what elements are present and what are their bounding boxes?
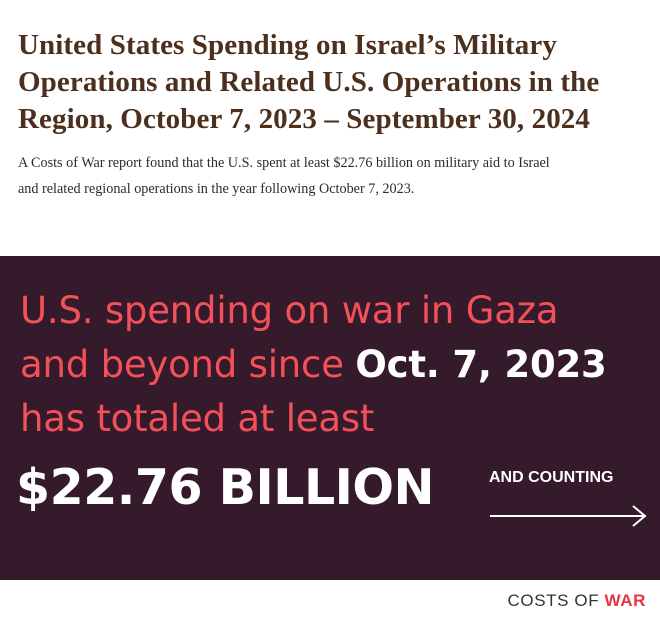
spending-amount: $22.76 BILLION [16,459,435,516]
headline-line-3: has totaled at least [20,397,375,440]
article-description: A Costs of War report found that the U.S… [18,150,648,202]
description-line-2: and related regional operations in the y… [18,181,415,197]
headline-line-2-start: and beyond since [20,343,356,386]
article-title: United States Spending on Israel’s Milit… [18,27,648,138]
logo-text-costs-of: COSTS OF [507,591,605,610]
title-line-1: United States Spending on Israel’s Milit… [18,29,557,61]
headline-line-2: and beyond since Oct. 7, 2023 [20,338,607,392]
title-line-3: Region, October 7, 2023 – September 30, … [18,103,590,135]
costs-of-war-logo: COSTS OF WAR [508,590,647,612]
title-line-2: Operations and Related U.S. Operations i… [18,66,600,98]
spending-banner: U.S. spending on war in Gaza and beyond … [0,256,660,580]
logo-text-war: WAR [604,591,646,610]
banner-headline: U.S. spending on war in Gaza and beyond … [20,284,607,446]
right-arrow-icon [490,505,647,527]
and-counting-label: AND COUNTING [489,469,614,486]
description-line-1: A Costs of War report found that the U.S… [18,155,550,171]
headline-date: Oct. 7, 2023 [355,343,607,386]
headline-line-1: U.S. spending on war in Gaza [20,289,559,332]
